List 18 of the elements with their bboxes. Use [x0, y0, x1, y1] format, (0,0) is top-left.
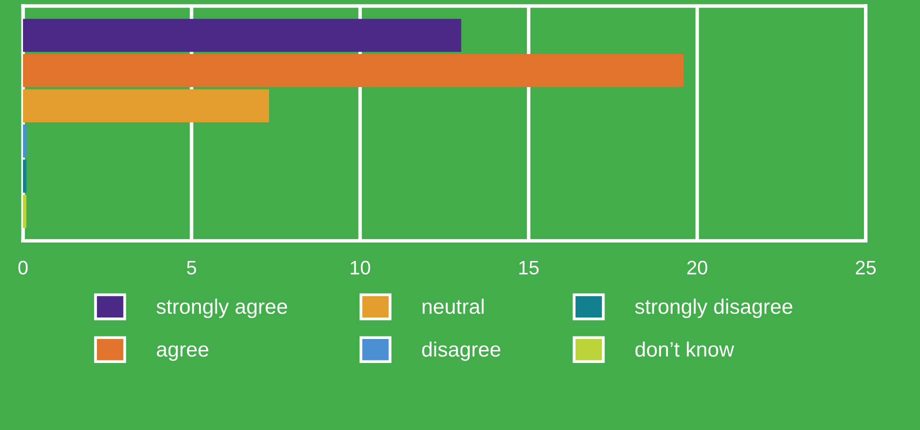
bar: [23, 124, 26, 158]
bar: [23, 89, 270, 122]
x-tick-label: 0: [18, 260, 28, 275]
legend-label: don’t know: [635, 341, 734, 357]
x-tick-label: 10: [350, 260, 370, 275]
x-tick-label: 5: [186, 260, 196, 275]
x-tick-label: 15: [519, 260, 539, 275]
bar: [23, 160, 26, 193]
bar: [23, 194, 26, 228]
legend-label: strongly agree: [156, 298, 288, 318]
bar: [23, 18, 462, 52]
legend-label: strongly disagree: [635, 298, 792, 318]
x-tick-label: 25: [856, 260, 876, 275]
legend-label: neutral: [422, 298, 484, 314]
x-tick-label: 20: [687, 260, 708, 275]
legend-label: agree: [156, 345, 208, 361]
legend-label: disagree: [422, 341, 500, 361]
bar: [23, 54, 684, 88]
